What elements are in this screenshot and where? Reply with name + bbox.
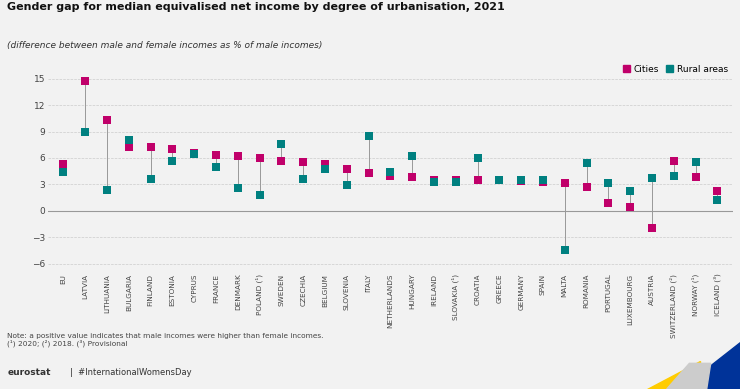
Point: [254, 155, 266, 161]
Point: [711, 188, 723, 194]
Point: [690, 174, 702, 180]
Point: [144, 144, 156, 151]
Point: [667, 158, 679, 165]
Point: [123, 144, 135, 151]
Point: [646, 175, 658, 181]
Point: [406, 174, 418, 180]
Point: [144, 176, 156, 182]
Point: [58, 169, 70, 175]
Point: [58, 161, 70, 167]
Point: [494, 177, 505, 183]
Point: [188, 150, 200, 156]
Point: [275, 141, 287, 147]
Point: [581, 184, 593, 190]
Point: [232, 185, 243, 191]
Point: [254, 192, 266, 198]
Point: [537, 179, 549, 185]
Point: [297, 176, 309, 182]
Point: [210, 164, 222, 170]
Point: [690, 159, 702, 165]
Point: [385, 172, 397, 179]
Point: [450, 177, 462, 183]
Polygon shape: [680, 342, 740, 389]
Point: [494, 177, 505, 183]
Point: [79, 128, 91, 135]
Point: [101, 186, 113, 193]
Point: [711, 197, 723, 203]
Point: [625, 204, 636, 210]
Point: [515, 177, 527, 183]
Point: [101, 117, 113, 123]
Point: [559, 247, 571, 253]
Text: Gender gap for median equivalised net income by degree of urbanisation, 2021: Gender gap for median equivalised net in…: [7, 2, 505, 12]
Point: [188, 151, 200, 157]
Point: [319, 166, 331, 172]
Text: eurostat: eurostat: [7, 368, 51, 377]
Polygon shape: [667, 363, 710, 389]
Point: [363, 133, 374, 139]
Point: [166, 146, 178, 152]
Legend: Cities, Rural areas: Cities, Rural areas: [619, 61, 732, 77]
Point: [602, 200, 614, 206]
Point: [341, 165, 353, 172]
Point: [428, 179, 440, 185]
Point: [341, 182, 353, 188]
Point: [319, 161, 331, 167]
Point: [166, 158, 178, 164]
Point: [646, 225, 658, 231]
Point: [602, 180, 614, 187]
Point: [385, 169, 397, 175]
Point: [667, 172, 679, 179]
Point: [537, 177, 549, 183]
Point: [559, 179, 571, 186]
Point: [297, 159, 309, 165]
Point: [79, 77, 91, 84]
Point: [363, 170, 374, 176]
Point: [471, 155, 483, 161]
Polygon shape: [647, 361, 700, 389]
Point: [275, 158, 287, 165]
Text: (difference between male and female incomes as % of male incomes): (difference between male and female inco…: [7, 41, 323, 50]
Point: [471, 177, 483, 183]
Point: [625, 188, 636, 194]
Point: [428, 177, 440, 183]
Point: [450, 179, 462, 185]
Point: [406, 153, 418, 159]
Point: [581, 160, 593, 166]
Text: |  #InternationalWomensDay: | #InternationalWomensDay: [70, 368, 192, 377]
Text: Note: a positive value indicates that male incomes were higher than female incom: Note: a positive value indicates that ma…: [7, 333, 324, 347]
Point: [232, 153, 243, 159]
Point: [515, 178, 527, 184]
Point: [210, 152, 222, 158]
Point: [123, 137, 135, 144]
